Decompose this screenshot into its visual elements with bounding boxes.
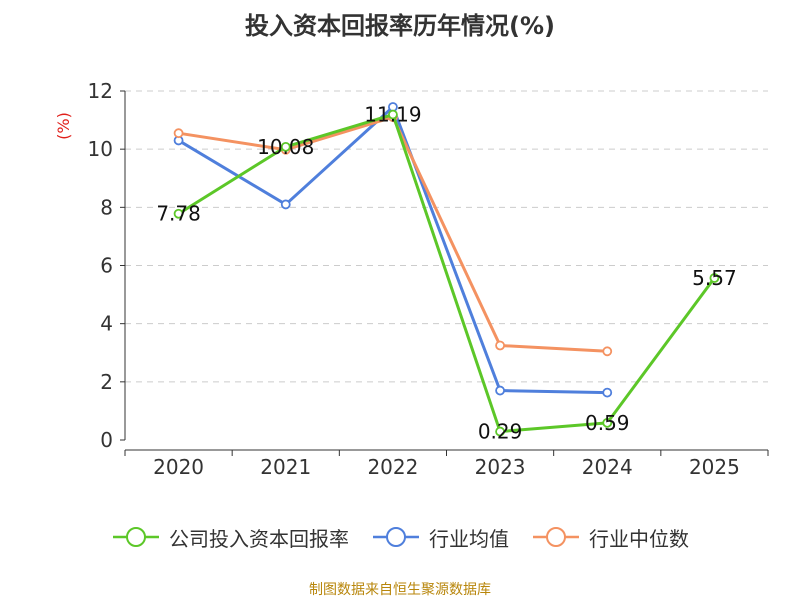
- y-tick-label: 12: [88, 79, 113, 103]
- y-tick-label: 0: [100, 428, 113, 452]
- legend-swatch: [373, 527, 419, 547]
- y-tick-label: 10: [88, 137, 113, 161]
- data-point: [495, 340, 505, 351]
- y-tick-label: 8: [100, 195, 113, 219]
- data-point: [709, 273, 720, 283]
- data-point: [602, 387, 613, 398]
- data-point: [173, 128, 184, 139]
- legend-label: 行业中位数: [589, 526, 689, 551]
- series-line-1: [177, 105, 608, 395]
- data-point: [495, 385, 505, 396]
- data-label: 10.08: [257, 135, 314, 159]
- legend-item[interactable]: 行业均值: [371, 523, 509, 552]
- source-note: 制图数据来自恒生聚源数据库: [309, 582, 491, 598]
- legend-label: 公司投入资本回报率: [169, 526, 349, 551]
- legend-swatch: [533, 527, 579, 547]
- data-point: [495, 426, 505, 437]
- y-tick-label: 6: [100, 254, 113, 278]
- data-label: 7.78: [156, 202, 201, 226]
- data-point: [602, 417, 613, 428]
- data-label: 0.59: [585, 411, 630, 435]
- series-lines: [173, 102, 720, 437]
- data-labels: 7.78 10.08 11.19 0.29 0.59 5.57: [156, 103, 736, 444]
- x-tick-label: 2024: [582, 455, 633, 479]
- data-point: [173, 208, 184, 219]
- data-point: [280, 141, 291, 152]
- x-tick-label: 2021: [260, 455, 311, 479]
- legend-swatch: [113, 527, 159, 547]
- axes: 0 2 4 6 8 10 12 (%) 2020 2021 2022 2023 2024 2025: [54, 79, 769, 479]
- legend-item[interactable]: 行业中位数: [531, 523, 689, 552]
- series-line-2: [178, 115, 608, 353]
- x-tick-label: 2022: [367, 455, 418, 479]
- x-tick-label: 2020: [153, 455, 204, 479]
- y-axis-label: (%): [54, 112, 73, 140]
- data-label: 5.57: [692, 266, 737, 290]
- chart-title: 投入资本回报率历年情况(%): [245, 12, 555, 40]
- y-tick-label: 2: [100, 370, 113, 394]
- series-line-0: [177, 113, 716, 434]
- data-label: 0.29: [478, 420, 523, 444]
- x-tick-label: 2025: [689, 455, 740, 479]
- data-point: [388, 109, 398, 120]
- x-tick-label: 2023: [475, 455, 526, 479]
- y-tick-label: 4: [100, 312, 113, 336]
- data-point: [280, 199, 291, 210]
- data-label: 11.19: [364, 103, 421, 127]
- legend-item[interactable]: 公司投入资本回报率: [111, 523, 349, 552]
- legend-label: 行业均值: [429, 526, 509, 551]
- data-point: [602, 346, 613, 357]
- grid-lines: [125, 90, 768, 383]
- legend: 公司投入资本回报率 行业均值 行业中位数: [0, 520, 800, 554]
